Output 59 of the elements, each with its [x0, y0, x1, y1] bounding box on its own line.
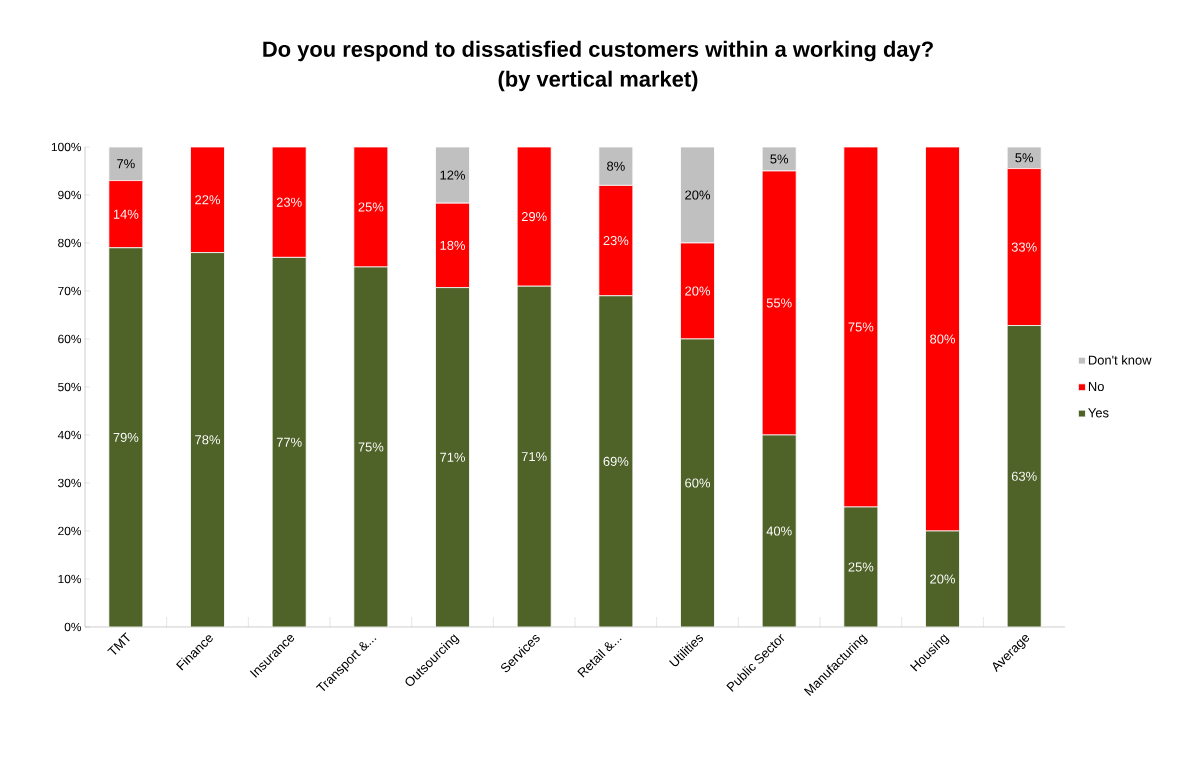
bar	[108, 180, 144, 249]
y-tick-label: 0%	[64, 622, 82, 632]
data-label: 7%	[117, 159, 135, 169]
y-tick-label: 80%	[58, 238, 82, 248]
data-label: 75%	[848, 322, 874, 332]
data-label: 8%	[607, 161, 625, 171]
y-tick-label: 40%	[57, 430, 82, 440]
data-label: 20%	[685, 190, 711, 200]
data-label: 23%	[276, 197, 302, 207]
data-label: 20%	[685, 286, 711, 296]
data-label: 71%	[521, 452, 547, 462]
data-label: 18%	[440, 240, 466, 250]
y-tick-label: 60%	[58, 334, 82, 344]
y-tick-label: 20%	[58, 526, 82, 536]
data-label: 20%	[930, 574, 956, 584]
data-label: 25%	[848, 562, 874, 572]
bar	[353, 146, 389, 268]
data-label: 63%	[1011, 471, 1037, 481]
chart-title: Do you respond to dissatisfied customers within a working day? (by vertical market)	[263, 40, 933, 92]
data-label: 12%	[440, 170, 466, 180]
legend-label: Don't know	[1088, 355, 1152, 365]
data-label: 23%	[603, 235, 629, 246]
y-tick-label: 10%	[58, 574, 82, 584]
y-tick-label: 100%	[51, 142, 82, 152]
data-label: 33%	[1011, 242, 1037, 252]
y-tick-label: 90%	[58, 190, 82, 200]
bar	[925, 146, 960, 532]
data-label: 60%	[685, 478, 711, 488]
legend-label: Yes	[1088, 408, 1109, 418]
data-label: 5%	[770, 154, 789, 164]
y-tick-label: 30%	[58, 478, 82, 488]
data-label: 55%	[766, 298, 792, 308]
data-label: 14%	[113, 209, 139, 219]
data-label: 79%	[113, 432, 139, 442]
data-label: 25%	[358, 202, 384, 212]
data-label: 80%	[930, 334, 956, 344]
bar	[598, 184, 634, 297]
data-label: 71%	[440, 452, 466, 462]
bar	[761, 170, 797, 436]
data-label: 75%	[358, 442, 384, 452]
data-label: 5%	[1015, 153, 1034, 163]
y-tick-label: 70%	[58, 286, 82, 296]
data-label: 40%	[766, 526, 792, 536]
bar	[190, 146, 225, 253]
data-label: 22%	[195, 195, 221, 205]
y-tick-label: 50%	[58, 382, 82, 392]
bar	[680, 146, 715, 244]
bar	[435, 146, 470, 204]
data-label: 77%	[276, 437, 302, 447]
data-label: 78%	[195, 435, 221, 445]
bar	[843, 146, 879, 508]
bar	[1006, 168, 1042, 326]
legend-label: No	[1088, 382, 1104, 392]
data-label: 69%	[603, 456, 629, 466]
bar	[516, 146, 552, 287]
data-label: 29%	[521, 211, 547, 222]
bar	[271, 146, 307, 258]
bar	[435, 202, 470, 289]
bar	[680, 242, 715, 340]
